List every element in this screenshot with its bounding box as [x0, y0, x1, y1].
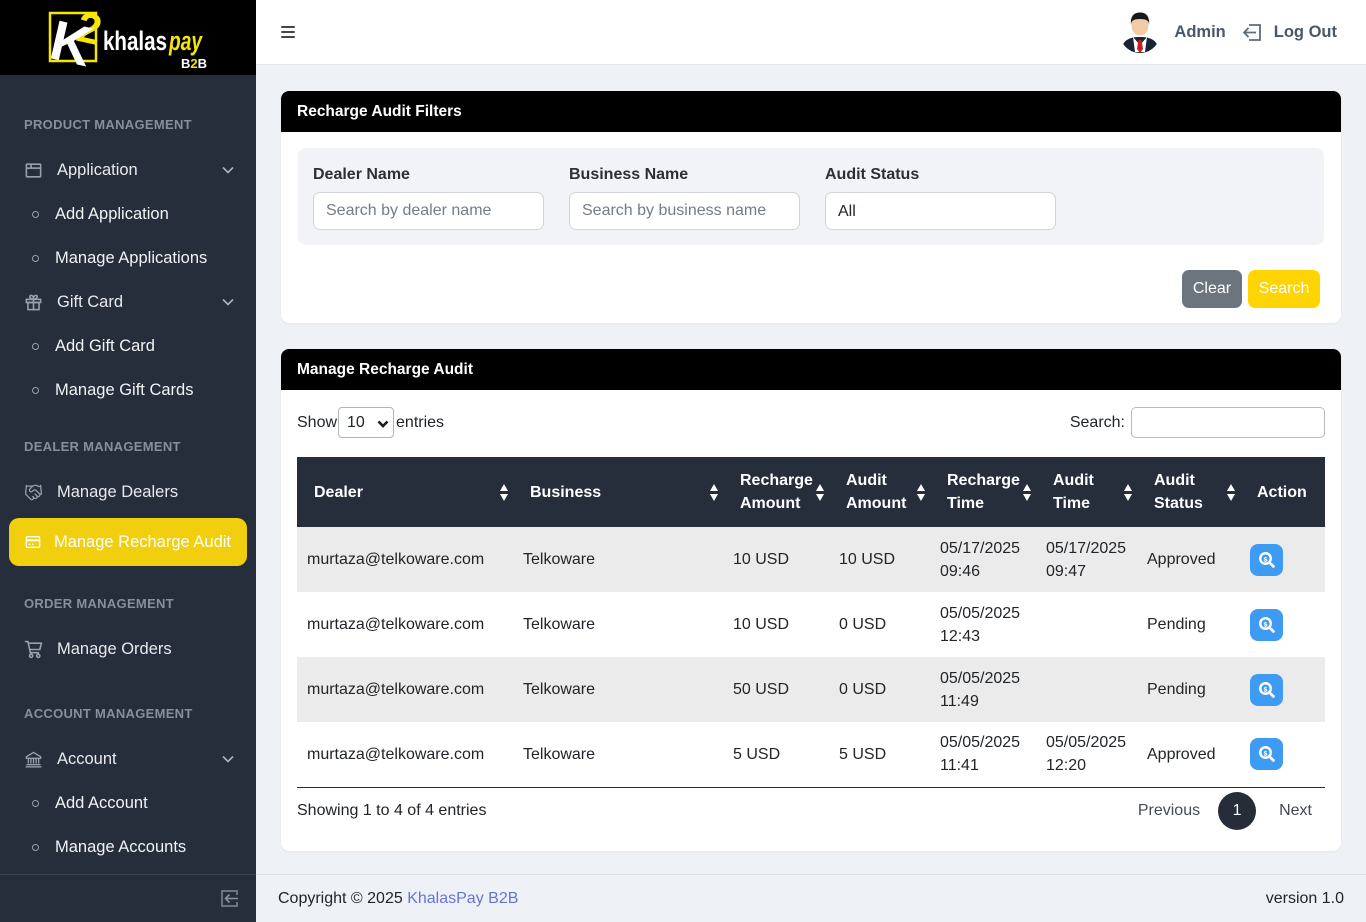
svg-text:B2B: B2B — [181, 56, 207, 71]
svg-text:khalas: khalas — [103, 26, 167, 56]
svg-text:pay: pay — [168, 26, 203, 56]
svg-text:K: K — [45, 7, 99, 72]
